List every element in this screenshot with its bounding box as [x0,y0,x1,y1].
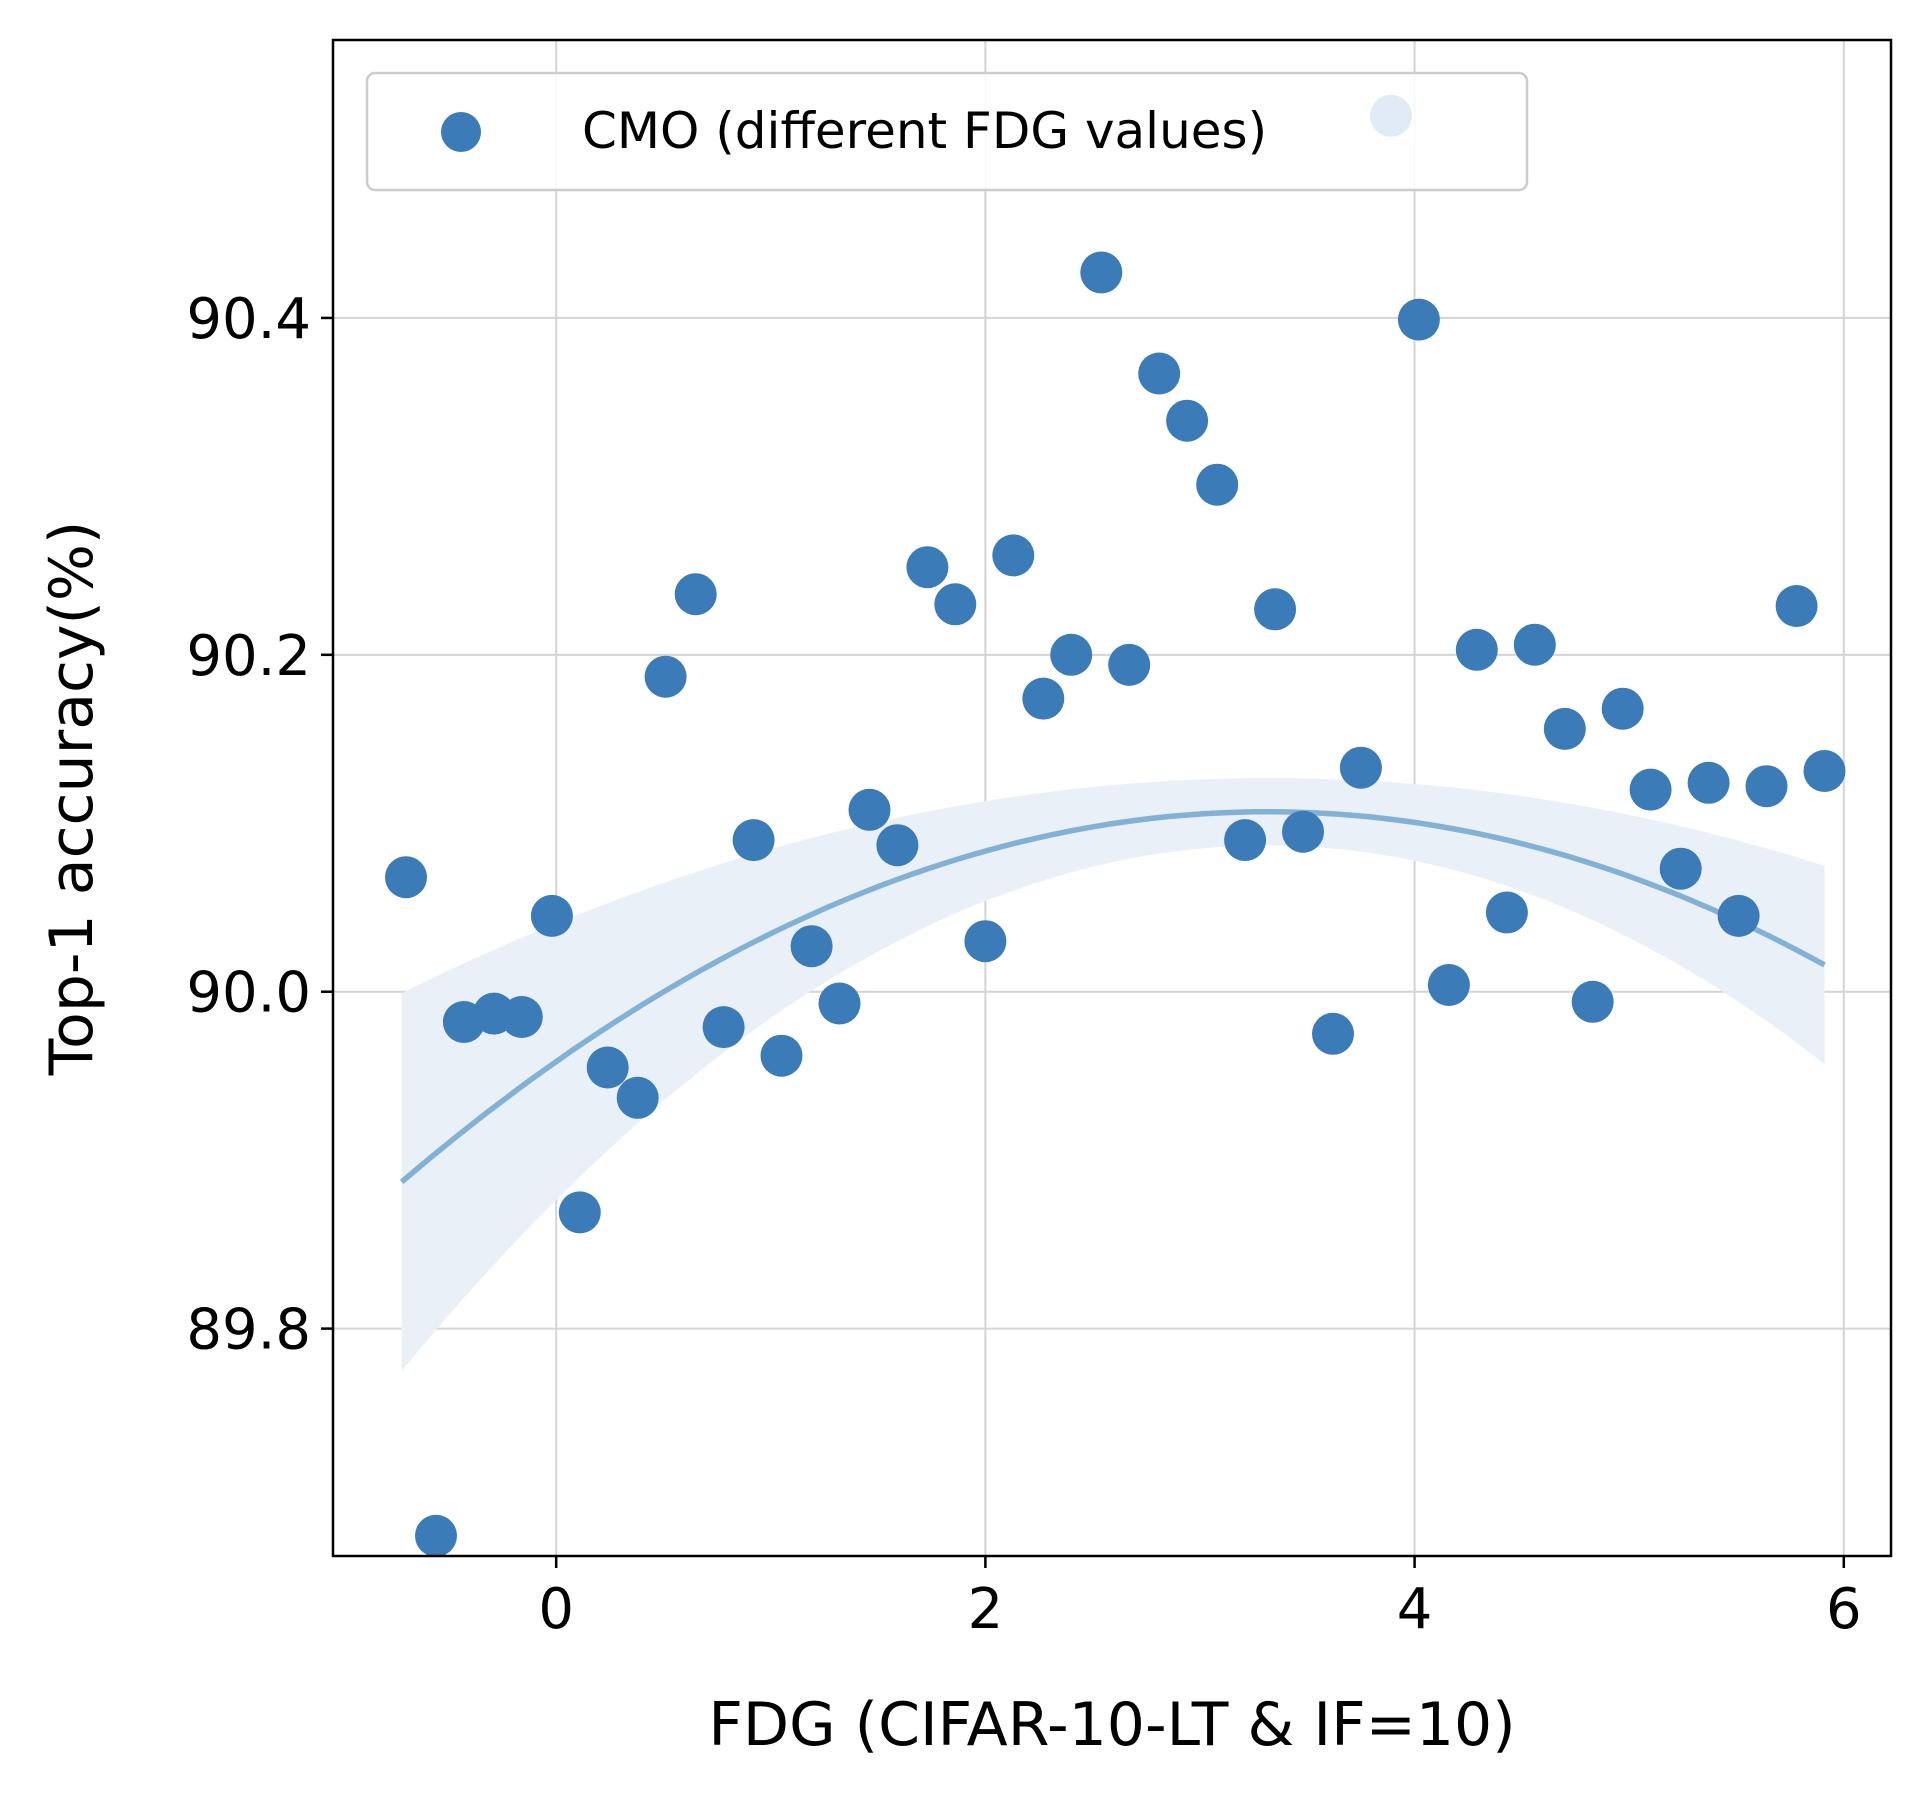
data-point [1687,761,1730,804]
data-point [586,1046,629,1089]
data-point [732,819,775,862]
data-point [1224,819,1267,862]
data-point [1339,746,1382,789]
x-tick-label: 6 [1826,1577,1862,1642]
data-point [1659,847,1702,890]
data-point [1717,894,1760,937]
data-point [1254,588,1297,631]
confidence-band [401,778,1825,1371]
x-tick-label: 4 [1397,1577,1433,1642]
data-point [818,982,861,1025]
data-point [616,1076,659,1119]
data-point [558,1191,601,1234]
fit-line [399,809,1826,1185]
y-tick-label: 90.0 [186,961,311,1026]
data-point [1427,964,1470,1006]
y-tick-label: 90.4 [186,287,311,352]
data-point [1282,810,1324,853]
data-point [1050,633,1093,676]
legend: CMO (different FDG values) [365,71,1529,192]
data-point [530,894,573,937]
confidence-band-group [401,778,1825,1371]
data-point [674,573,717,616]
data-point [992,534,1035,577]
data-point [1196,463,1239,506]
data-point [1485,891,1528,934]
data-point [1138,352,1181,395]
y-tick-label: 89.8 [186,1298,311,1363]
data-points [385,94,1846,1557]
x-axis-label: FDG (CIFAR-10-LT & IF=10) [708,1690,1515,1760]
data-point [1571,980,1614,1023]
data-point [760,1034,803,1077]
data-point [1397,298,1440,341]
data-point [385,856,427,899]
data-point [1629,768,1672,811]
data-point [964,920,1007,963]
legend-box [365,71,1529,192]
data-point [790,925,833,968]
y-axis-ticks: 89.8 90.0 90.2 90.4 [186,287,333,1363]
data-point [1775,585,1818,627]
x-tick-label: 2 [968,1577,1004,1642]
data-point [1022,677,1065,720]
data-point [1080,251,1123,294]
data-point [876,824,919,867]
data-point [500,996,543,1038]
data-point [415,1514,457,1557]
legend-label: CMO (different FDG values) [582,102,1267,160]
data-point [1601,687,1644,730]
legend-marker [441,112,481,152]
data-point [1513,623,1556,666]
data-point [1166,399,1209,442]
x-tick-label: 0 [538,1577,574,1642]
data-point [1543,707,1586,750]
data-point [1803,750,1846,792]
y-axis-label: Top-1 accuracy(%) [37,521,107,1077]
axes-frame [331,38,1893,1558]
data-point [644,655,687,698]
fit-line-group [399,809,1826,1185]
x-axis-ticks: 0 2 4 6 [538,1556,1862,1642]
data-point [1745,765,1788,808]
data-point [1312,1012,1354,1055]
y-tick-label: 90.2 [186,624,311,689]
data-point [1108,643,1151,686]
data-point [702,1006,745,1049]
data-point [848,788,891,831]
data-point [906,546,949,589]
data-point [1455,628,1498,671]
data-point [934,583,977,626]
